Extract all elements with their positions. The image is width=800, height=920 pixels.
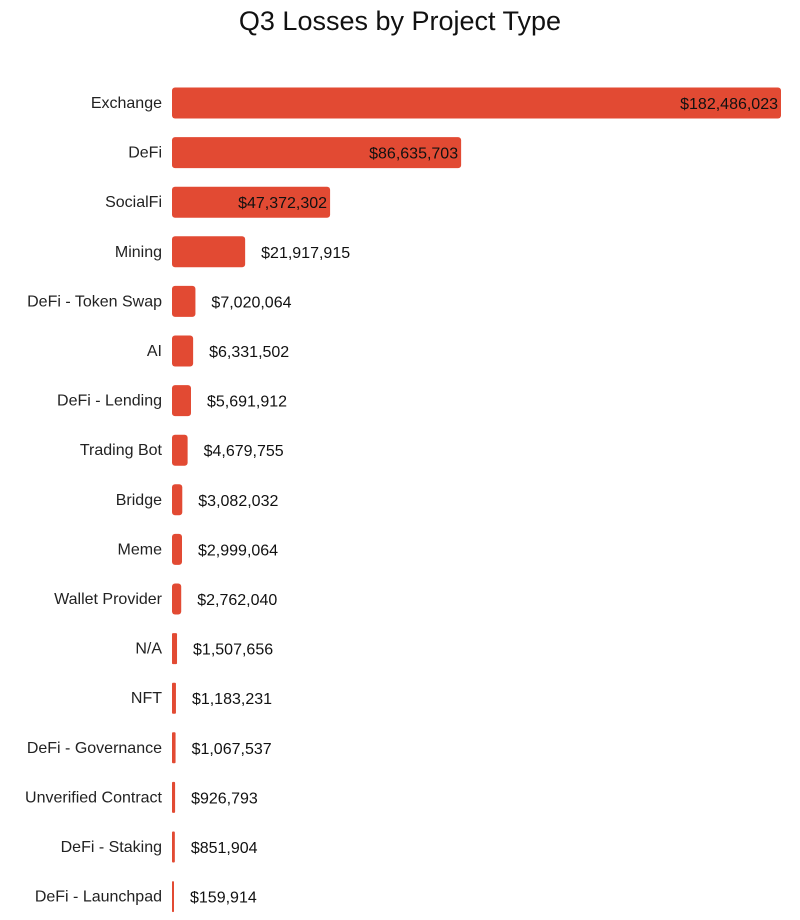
bar <box>172 335 194 367</box>
bar <box>172 732 176 764</box>
category-label: AI <box>147 343 162 360</box>
category-label: Bridge <box>116 492 162 509</box>
chart-title: Q3 Losses by Project Type <box>238 6 562 36</box>
bar <box>172 434 188 466</box>
bar <box>172 285 196 317</box>
value-label: $6,331,502 <box>209 344 289 361</box>
category-label: Wallet Provider <box>54 591 163 608</box>
bar <box>172 137 462 169</box>
category-label: DeFi - Launchpad <box>35 889 162 906</box>
category-label: Meme <box>118 541 163 558</box>
value-label: $86,635,703 <box>369 146 458 163</box>
bar <box>172 633 178 665</box>
bar <box>172 186 331 218</box>
bar <box>172 533 183 565</box>
category-label: DeFi <box>128 145 162 162</box>
value-label: $2,762,040 <box>197 592 277 609</box>
category-label: DeFi - Governance <box>27 740 162 757</box>
value-label: $7,020,064 <box>211 294 291 311</box>
value-label: $47,372,302 <box>238 195 327 212</box>
category-label: DeFi - Token Swap <box>27 293 162 310</box>
value-label: $159,914 <box>190 890 257 907</box>
bar <box>172 484 183 516</box>
bar <box>172 881 174 913</box>
category-label: SocialFi <box>105 194 162 211</box>
category-label: Exchange <box>91 95 162 112</box>
value-label: $1,067,537 <box>192 741 272 758</box>
value-label: $3,082,032 <box>198 493 278 510</box>
value-label: $851,904 <box>191 840 258 857</box>
bar <box>172 236 246 268</box>
value-label: $4,679,755 <box>204 443 284 460</box>
category-label: N/A <box>135 641 162 658</box>
bar <box>172 682 176 714</box>
bar <box>172 583 182 615</box>
bar <box>172 87 781 119</box>
bar <box>172 831 175 863</box>
category-label: NFT <box>131 690 162 707</box>
category-label: Unverified Contract <box>25 789 163 806</box>
value-label: $5,691,912 <box>207 394 287 411</box>
bar <box>172 781 176 813</box>
value-label: $1,507,656 <box>193 642 273 659</box>
value-label: $21,917,915 <box>261 245 350 262</box>
category-label: Mining <box>115 244 162 261</box>
category-label: DeFi - Lending <box>57 393 162 410</box>
value-label: $2,999,064 <box>198 542 278 559</box>
category-label: Trading Bot <box>80 442 163 459</box>
category-label: DeFi - Staking <box>61 839 162 856</box>
value-label: $1,183,231 <box>192 691 272 708</box>
bar <box>172 385 191 417</box>
value-label: $926,793 <box>191 790 258 807</box>
value-label: $182,486,023 <box>680 96 778 113</box>
